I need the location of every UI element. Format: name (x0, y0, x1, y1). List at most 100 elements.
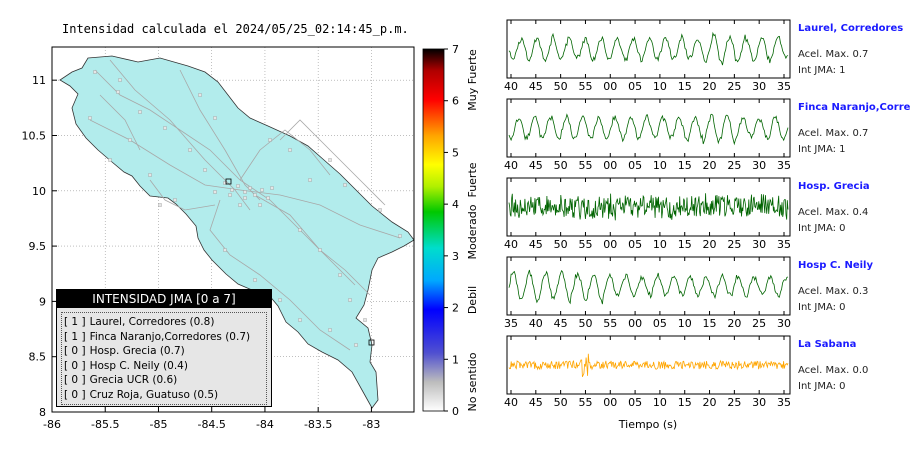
map-y-tick-label: 9.5 (29, 240, 47, 253)
waveform-tick-label: 05 (628, 159, 642, 172)
waveform-tick-label: 50 (554, 238, 568, 251)
station-jma-intensity: Int JMA: 1 (798, 65, 846, 76)
map-y-tick-label: 8.5 (29, 351, 47, 364)
legend-item: [ 1 ] Finca Naranjo,Corredores (0.7) (64, 330, 264, 345)
map-y-axis: 8 8.5 9 9.5 10 10.5 11 (22, 74, 57, 419)
legend-item-level: [ 0 ] (64, 374, 86, 386)
city-marker (213, 190, 217, 194)
waveform-frame (506, 98, 791, 158)
city-marker (270, 186, 274, 190)
colorbar-tick-label: 0 (452, 405, 459, 418)
city-marker (243, 196, 247, 200)
city-marker (354, 343, 358, 347)
station-accel-max: Acel. Max. 0.3 (798, 286, 869, 297)
map-y-tick-label: 8 (39, 406, 46, 419)
legend-item-label: Finca Naranjo,Corredores (0.7) (89, 330, 251, 343)
waveform-tick-label: 05 (628, 396, 642, 409)
legend-item: [ 0 ] Hosp C. Neily (0.4) (64, 359, 264, 374)
waveform-frame (506, 19, 791, 79)
waveform-tick-label: 35 (777, 80, 791, 93)
city-marker (108, 158, 112, 162)
city-marker (253, 193, 257, 197)
city-marker (188, 148, 192, 152)
waveform-tick-label: 55 (578, 80, 592, 93)
waveform-panels: 40 45 50 55 00 05 10 15 20 25 30 35 40 45 50 55 00 05 10 15… (504, 19, 791, 409)
colorbar-tick-label: 7 (452, 43, 459, 56)
waveform-tick-label: 50 (554, 396, 568, 409)
waveform-tick-label: 45 (554, 317, 568, 330)
map-y-tick-label: 11 (32, 74, 46, 87)
waveform-tick-label: 20 (703, 238, 717, 251)
waveform-tick-label: 05 (653, 317, 667, 330)
city-marker (230, 188, 234, 192)
legend-item: [ 0 ] Hosp. Grecia (0.7) (64, 344, 264, 359)
legend-item-level: [ 1 ] (64, 330, 86, 343)
epicenter-marker (225, 178, 232, 185)
waveform-panel: 40 45 50 55 00 05 10 15 20 25 30 35 (504, 335, 791, 409)
waveform-tick-label: 35 (777, 159, 791, 172)
waveform-tick-label: 35 (777, 238, 791, 251)
station-name: La Sabana (798, 339, 857, 350)
waveform-tick-label: 40 (504, 396, 518, 409)
waveform-tick-label: 30 (752, 238, 766, 251)
waveform-tick-label: 50 (554, 80, 568, 93)
city-marker (268, 138, 272, 142)
waveform-tick-label: 30 (777, 317, 791, 330)
colorbar-ticks: 7 6 5 4 3 2 1 0 (444, 43, 459, 418)
legend-item-label: Hosp. Grecia (0.7) (89, 345, 185, 357)
city-marker (88, 116, 92, 120)
colorbar: 7 6 5 4 3 2 1 0 Muy Fuerte Fuerte Moderado Debil No… (422, 43, 479, 418)
waveform-tick-label: 30 (752, 396, 766, 409)
legend-item-label: Cruz Roja, Guatuso (0.5) (89, 388, 219, 401)
colorbar-tick-label: 2 (452, 302, 459, 315)
city-marker (93, 70, 97, 74)
waveform-tick-label: 15 (703, 317, 717, 330)
city-marker (308, 178, 312, 182)
legend-item: [ 0 ] Cruz Roja, Guatuso (0.5) (64, 388, 264, 403)
city-marker (118, 78, 122, 82)
colorbar-level-label: Debil (466, 286, 479, 314)
legend-item-level: [ 1 ] (64, 316, 86, 328)
legend-item-label: Grecia UCR (0.6) (89, 374, 178, 386)
legend-item-label: Laurel, Corredores (0.8) (89, 316, 215, 328)
legend-item-level: [ 0 ] (64, 388, 86, 401)
waveform-tick-label: 00 (603, 80, 617, 93)
city-marker (266, 196, 270, 200)
station-accel-max: Acel. Max. 0.0 (798, 365, 869, 376)
station-name: Hosp C. Neily (798, 260, 873, 271)
map-x-tick-label: -84.5 (197, 418, 225, 431)
colorbar-tick-label: 1 (452, 353, 459, 366)
time-axis-label: Tiempo (s) (618, 418, 677, 431)
waveform-tick-label: 45 (529, 80, 543, 93)
city-marker (158, 203, 162, 207)
waveform-tick-label: 10 (653, 238, 667, 251)
station-accel-max: Acel. Max. 0.7 (798, 128, 869, 139)
waveform-tick-label: 25 (752, 317, 766, 330)
legend-item-level: [ 0 ] (64, 359, 86, 372)
waveform-tick-label: 55 (578, 396, 592, 409)
legend-item: [ 0 ] Grecia UCR (0.6) (64, 373, 264, 388)
city-marker (343, 183, 347, 187)
waveform-trace (508, 269, 789, 305)
map-x-tick-label: -83.5 (304, 418, 332, 431)
city-marker (238, 203, 242, 207)
waveform-trace (508, 353, 789, 378)
waveform-frame (506, 256, 791, 316)
station-marker (368, 339, 375, 346)
map-x-tick-label: -85 (149, 418, 167, 431)
station-jma-intensity: Int JMA: 0 (798, 223, 846, 234)
city-marker (138, 110, 142, 114)
city-marker (298, 318, 302, 322)
waveform-tick-label: 00 (603, 159, 617, 172)
waveform-tick-label: 25 (727, 159, 741, 172)
city-marker (338, 273, 342, 277)
waveform-tick-label: 35 (777, 396, 791, 409)
colorbar-tick-label: 6 (452, 95, 459, 108)
city-marker (258, 203, 262, 207)
map-x-axis: -86 -85.5 -85 -84.5 -84 -83.5 -83 (43, 407, 380, 431)
waveform-panel: 40 45 50 55 00 05 10 15 20 25 30 35 (504, 19, 791, 93)
city-marker (236, 184, 240, 188)
map-x-tick-label: -83 (362, 418, 380, 431)
waveform-tick-label: 45 (529, 159, 543, 172)
